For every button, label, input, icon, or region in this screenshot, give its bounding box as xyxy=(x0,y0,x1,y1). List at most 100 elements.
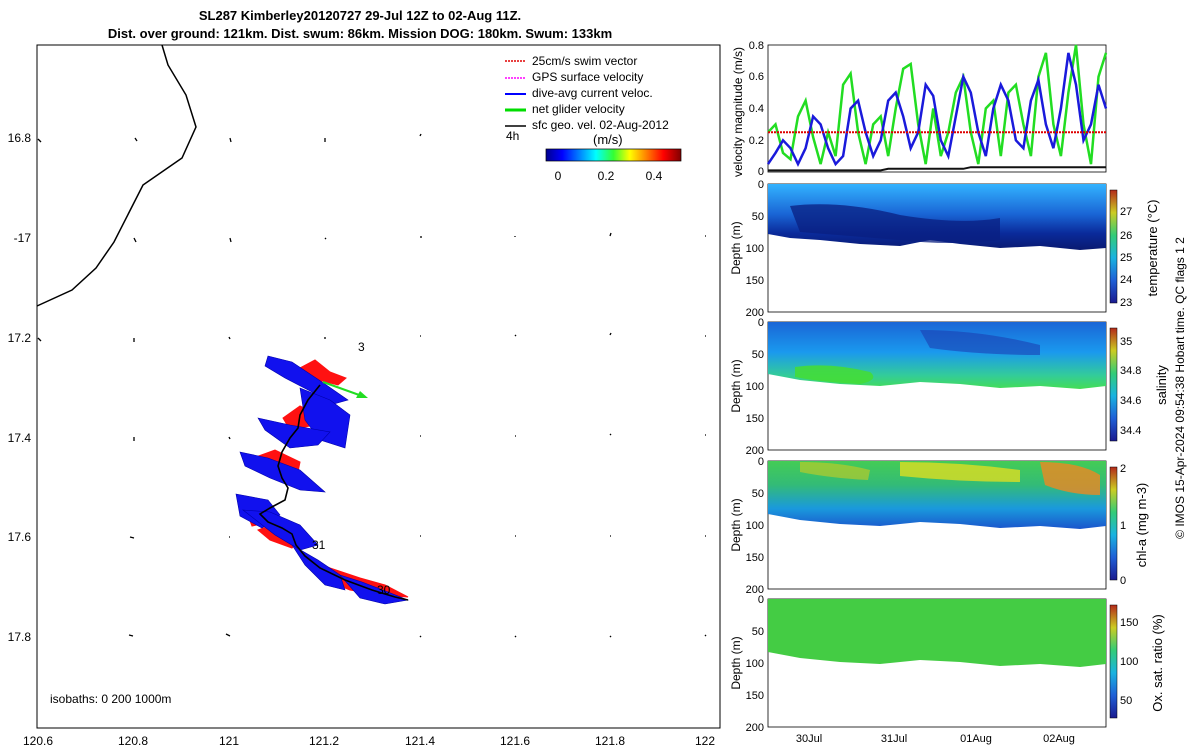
chlorophyll-max-patch xyxy=(1040,462,1100,495)
map-xtick: 121.8 xyxy=(595,734,625,748)
legend-item: net glider velocity xyxy=(532,102,625,116)
chlorophyll-mid-patch xyxy=(800,462,870,480)
oxygen-field xyxy=(768,599,1106,667)
map-xtick: 120.6 xyxy=(23,734,53,748)
cbar-tick: 34.4 xyxy=(1120,425,1141,437)
cbar-tick: 0 xyxy=(1120,575,1126,587)
depth-tick: 0 xyxy=(758,317,764,329)
depth-tick: 150 xyxy=(746,413,764,425)
depth-tick: 100 xyxy=(746,520,764,532)
legend-item: GPS surface velocity xyxy=(532,70,643,84)
map-y-tick-labels: 16.8 -17 17.2 17.4 17.6 17.8 xyxy=(8,131,32,644)
depth-ylabel: Depth (m) xyxy=(729,359,743,412)
map-x-tick-labels: 120.6 120.8 121 121.2 121.4 121.6 121.8 … xyxy=(23,734,715,748)
temperature-y-ticks: 0 50 100 150 200 xyxy=(746,179,764,319)
map-axes-box xyxy=(36,44,721,729)
time-tick: 02Aug xyxy=(1043,733,1075,745)
cbar-tick: 1 xyxy=(1120,520,1126,532)
salinity-y-ticks: 0 50 100 150 200 xyxy=(746,317,764,457)
depth-tick: 50 xyxy=(752,211,764,223)
cbar-tick: 100 xyxy=(1120,656,1138,668)
map-ytick: 17.2 xyxy=(8,331,32,345)
map-legend: 25cm/s swim vector GPS surface velocity … xyxy=(505,54,669,147)
depth-tick: 0 xyxy=(758,179,764,191)
depth-tick: 200 xyxy=(746,584,764,596)
depth-ylabel: Depth (m) xyxy=(729,221,743,274)
temperature-cold-layer xyxy=(790,204,1000,243)
map-xtick: 122 xyxy=(695,734,715,748)
chlorophyll-colorbar-ticks: 2 1 0 xyxy=(1120,463,1126,587)
oxygen-y-ticks: 0 50 100 150 200 xyxy=(746,594,764,734)
map-xtick: 121.4 xyxy=(405,734,435,748)
temperature-colorbar xyxy=(1109,189,1118,304)
isobath-label: isobaths: 0 200 1000m xyxy=(50,692,171,706)
depth-ylabel: Depth (m) xyxy=(729,636,743,689)
depth-tick: 200 xyxy=(746,445,764,457)
net-velocity-arrow xyxy=(322,381,368,398)
velocity-y-ticks: 0 0.2 0.4 0.6 0.8 xyxy=(749,40,764,178)
annotation-day-31: 31 xyxy=(312,538,326,552)
salinity-low-patch xyxy=(920,330,1040,355)
speed-colorbar xyxy=(545,148,682,162)
oxygen-colorbar-label: Ox. sat. ratio (%) xyxy=(1150,614,1165,712)
chart-title: SL287 Kimberley20120727 29-Jul 12Z to 02… xyxy=(198,8,522,23)
velocity-ylabel: velocity magnitude (m/s) xyxy=(731,47,745,177)
map-xtick: 121.2 xyxy=(309,734,339,748)
depth-tick: 150 xyxy=(746,275,764,287)
depth-tick: 100 xyxy=(746,381,764,393)
chlorophyll-y-ticks: 0 50 100 150 200 xyxy=(746,456,764,596)
time-tick: 31Jul xyxy=(881,733,907,745)
depth-tick: 50 xyxy=(752,626,764,638)
colorbar-tick: 0 xyxy=(555,169,562,183)
map-ytick: 17.4 xyxy=(8,431,32,445)
oxygen-colorbar-ticks: 150 100 50 xyxy=(1120,617,1138,707)
cbar-tick: 50 xyxy=(1120,695,1132,707)
cbar-tick: 24 xyxy=(1120,274,1132,286)
map-ytick: 17.6 xyxy=(8,530,32,544)
legend-item: dive-avg current veloc. xyxy=(532,86,653,100)
depth-tick: 200 xyxy=(746,722,764,734)
map-ytick: 16.8 xyxy=(8,131,32,145)
isobath-line xyxy=(36,44,197,307)
time-tick: 30Jul xyxy=(796,733,822,745)
depth-tick: 0 xyxy=(758,594,764,606)
annotation-day-30: 30 xyxy=(377,583,391,597)
credit-text: © IMOS 15-Apr-2024 09:54:38 Hobart time.… xyxy=(1173,237,1187,539)
map-ytick: 17.8 xyxy=(8,630,32,644)
chlorophyll-high-band xyxy=(900,462,1020,482)
temperature-colorbar-label: temperature (°C) xyxy=(1145,200,1160,297)
temperature-colorbar-ticks: 27 26 25 24 23 xyxy=(1120,206,1132,309)
colorbar-tick: 0.2 xyxy=(598,169,615,183)
depth-tick: 150 xyxy=(746,552,764,564)
depth-tick: 100 xyxy=(746,658,764,670)
vel-ytick: 0.4 xyxy=(749,103,764,115)
velocity-series-line xyxy=(766,52,1108,168)
time-tick: 01Aug xyxy=(960,733,992,745)
salinity-high-patch xyxy=(795,365,874,384)
cbar-tick: 34.8 xyxy=(1120,365,1141,377)
salinity-colorbar-ticks: 35 34.8 34.6 34.4 xyxy=(1120,336,1141,437)
salinity-colorbar xyxy=(1109,327,1118,442)
map-xtick: 121.6 xyxy=(500,734,530,748)
legend-item: sfc geo. vel. 02-Aug-2012 xyxy=(532,118,669,132)
grid-arrows xyxy=(37,133,707,638)
velocity-panel: 0 0.2 0.4 0.6 0.8 velocity magnitude (m/… xyxy=(731,40,1108,178)
cbar-tick: 23 xyxy=(1120,297,1132,309)
vel-ytick: 0.6 xyxy=(749,71,764,83)
vel-ytick: 0.8 xyxy=(749,40,764,52)
legend-item: 25cm/s swim vector xyxy=(532,54,637,68)
oxygen-colorbar xyxy=(1109,604,1118,719)
cbar-tick: 34.6 xyxy=(1120,395,1141,407)
cbar-tick: 25 xyxy=(1120,252,1132,264)
velocity-series-line xyxy=(768,166,1106,172)
cbar-tick: 27 xyxy=(1120,206,1132,218)
annotation-day-3: 3 xyxy=(358,340,365,354)
vel-ytick: 0.2 xyxy=(749,135,764,147)
depth-tick: 200 xyxy=(746,307,764,319)
colorbar-tick: 0.4 xyxy=(646,169,663,183)
depth-tick: 100 xyxy=(746,243,764,255)
map-xtick: 121 xyxy=(219,734,239,748)
time-axis-labels: 30Jul 31Jul 01Aug 02Aug xyxy=(796,733,1075,745)
depth-tick: 0 xyxy=(758,456,764,468)
